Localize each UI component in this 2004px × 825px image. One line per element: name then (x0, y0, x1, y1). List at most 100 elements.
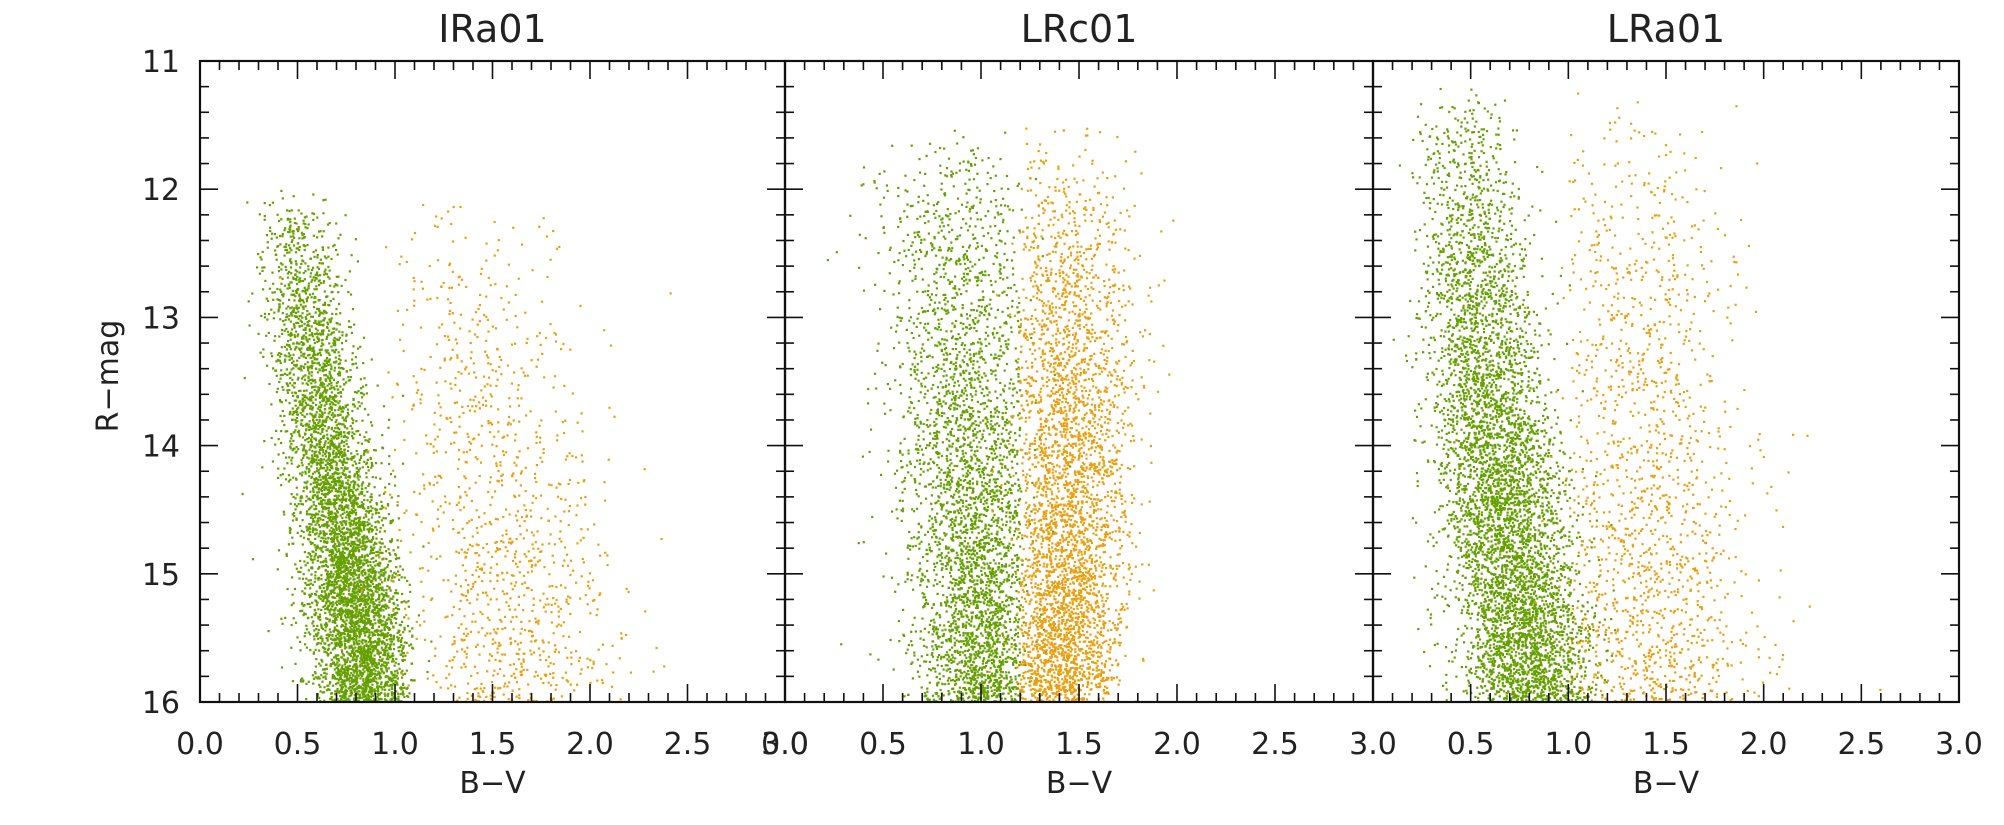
data-point (297, 209, 300, 212)
data-point (343, 434, 346, 437)
data-point (315, 424, 318, 427)
data-point (333, 498, 336, 501)
data-point (341, 388, 345, 391)
data-point (350, 694, 353, 697)
data-point (362, 393, 366, 396)
data-point (348, 695, 351, 698)
data-point (295, 567, 298, 570)
data-point (362, 502, 365, 505)
data-point (304, 223, 307, 226)
data-point (312, 218, 315, 221)
data-point (351, 674, 354, 677)
data-point (341, 609, 344, 612)
data-point (345, 443, 348, 446)
data-point (328, 403, 332, 406)
data-point (309, 392, 312, 395)
data-point (338, 487, 341, 490)
data-point (363, 568, 366, 571)
data-point (328, 329, 331, 332)
data-point (284, 430, 287, 433)
data-point (378, 608, 381, 611)
data-point (330, 440, 334, 443)
data-point (356, 686, 359, 689)
data-point (381, 663, 384, 666)
data-point (280, 369, 283, 372)
data-point (279, 288, 282, 291)
data-point (388, 684, 391, 687)
data-point (334, 344, 337, 347)
data-point (378, 658, 381, 662)
data-point (367, 614, 370, 617)
data-point (338, 362, 342, 365)
data-point (314, 249, 318, 252)
data-point (311, 456, 314, 459)
data-point (367, 413, 370, 416)
data-point (331, 443, 334, 446)
data-point (343, 564, 346, 567)
data-point (330, 413, 333, 417)
data-point (258, 213, 261, 216)
data-point (293, 324, 296, 327)
data-point (376, 633, 379, 636)
data-point (325, 624, 328, 627)
data-point (390, 654, 393, 657)
data-point (370, 599, 373, 602)
data-point (353, 602, 356, 605)
data-point (302, 222, 305, 225)
data-point (292, 617, 295, 620)
data-point (356, 521, 359, 524)
data-point (301, 382, 304, 385)
data-point (312, 500, 315, 504)
data-point (316, 559, 319, 562)
data-point (327, 491, 330, 494)
data-point (327, 376, 330, 380)
data-point (300, 423, 303, 427)
data-point (338, 499, 341, 502)
data-point (383, 545, 386, 548)
data-point (370, 461, 373, 464)
data-point (310, 315, 313, 318)
data-point (314, 516, 317, 519)
data-point (292, 602, 295, 605)
data-point (349, 424, 352, 428)
data-point (354, 362, 358, 365)
data-point (333, 698, 336, 701)
data-point (373, 679, 376, 683)
data-point (338, 608, 342, 611)
data-point (307, 457, 311, 460)
data-point (337, 291, 340, 294)
data-point (389, 628, 392, 631)
data-point (352, 523, 355, 526)
data-point (315, 332, 318, 335)
data-point (352, 504, 355, 507)
data-point (319, 540, 322, 543)
data-point (321, 524, 324, 527)
data-point (328, 682, 331, 685)
data-point (302, 573, 305, 576)
data-point (320, 635, 323, 638)
data-point (353, 642, 356, 645)
data-point (315, 450, 318, 453)
data-point (338, 532, 341, 536)
data-point (297, 306, 300, 309)
data-point (350, 254, 353, 257)
data-point (331, 331, 334, 334)
data-point (368, 438, 371, 441)
data-point (383, 627, 386, 630)
data-point (352, 647, 355, 650)
data-point (382, 604, 385, 608)
data-point (363, 644, 366, 648)
data-point (390, 637, 393, 641)
data-point (291, 314, 294, 317)
data-point (313, 458, 316, 461)
data-point (378, 613, 381, 616)
data-point (341, 611, 344, 614)
data-point (365, 582, 368, 585)
data-point (355, 489, 358, 492)
data-point (318, 284, 321, 287)
data-point (346, 436, 349, 439)
data-point (361, 419, 364, 422)
data-point (326, 472, 329, 475)
data-point (371, 634, 374, 637)
